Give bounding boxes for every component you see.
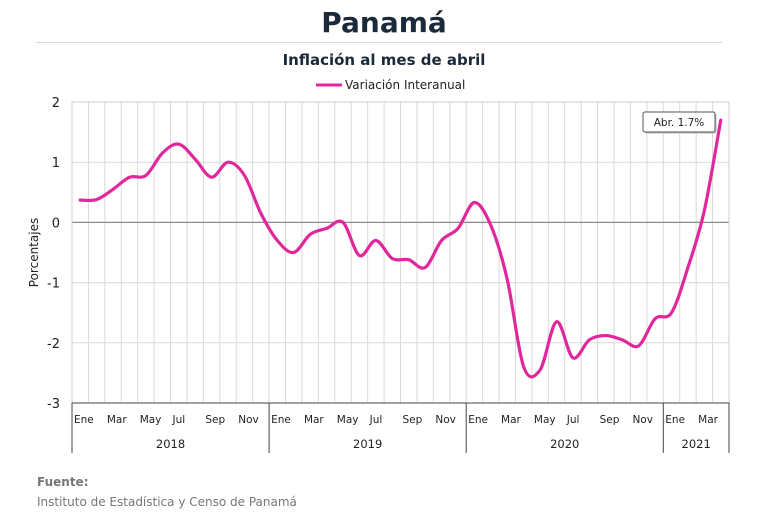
chart-subtitle: Inflación al mes de abril bbox=[282, 51, 486, 69]
x-tick-label: Mar bbox=[698, 414, 718, 426]
x-tick-label: Mar bbox=[304, 414, 324, 426]
y-tick-label: -3 bbox=[47, 397, 60, 412]
x-tick-label: Jul bbox=[369, 414, 383, 426]
y-tick-label: -1 bbox=[47, 277, 60, 292]
x-tick-label: May bbox=[534, 414, 556, 426]
source-label: Fuente: bbox=[37, 475, 89, 489]
x-tick-label: Nov bbox=[632, 414, 653, 426]
x-tick-label: May bbox=[337, 414, 359, 426]
x-tick-label: Nov bbox=[435, 414, 456, 426]
legend-label: Variación Interanual bbox=[345, 78, 465, 92]
x-tick-label: Mar bbox=[501, 414, 521, 426]
year-label: 2021 bbox=[682, 437, 711, 451]
annotation-label: Abr. 1.7% bbox=[654, 117, 705, 129]
y-tick-label: 1 bbox=[52, 156, 60, 171]
x-tick-label: Sep bbox=[600, 414, 620, 426]
y-axis-label: Porcentajes bbox=[27, 218, 41, 287]
x-tick-label: Sep bbox=[205, 414, 225, 426]
chart-area: 2 1 0 -1 -2 -3 Porcentajes Ene Mar May Jul Sep Nov En… bbox=[27, 78, 730, 453]
x-tick-label: Ene bbox=[74, 414, 94, 426]
x-tick-label: Mar bbox=[107, 414, 127, 426]
chart-title: Panamá bbox=[321, 6, 447, 39]
year-label: 2020 bbox=[550, 437, 579, 451]
x-tick-label: Ene bbox=[271, 414, 291, 426]
source-text: Instituto de Estadística y Censo de Pana… bbox=[37, 495, 297, 509]
x-tick-label: May bbox=[140, 414, 162, 426]
series-line bbox=[78, 118, 723, 379]
title-divider bbox=[36, 42, 722, 43]
y-tick-label: 2 bbox=[52, 96, 60, 111]
annotation-box bbox=[642, 111, 716, 133]
y-tick-label: -2 bbox=[47, 337, 60, 352]
x-tick-label: Sep bbox=[403, 414, 423, 426]
x-tick-label: Ene bbox=[468, 414, 488, 426]
year-label: 2018 bbox=[156, 437, 185, 451]
y-tick-label: 0 bbox=[52, 216, 60, 231]
year-label: 2019 bbox=[353, 437, 382, 451]
x-tick-label: Jul bbox=[566, 414, 580, 426]
x-tick-label: Ene bbox=[665, 414, 685, 426]
x-tick-label: Jul bbox=[172, 414, 186, 426]
x-tick-label: Nov bbox=[238, 414, 259, 426]
